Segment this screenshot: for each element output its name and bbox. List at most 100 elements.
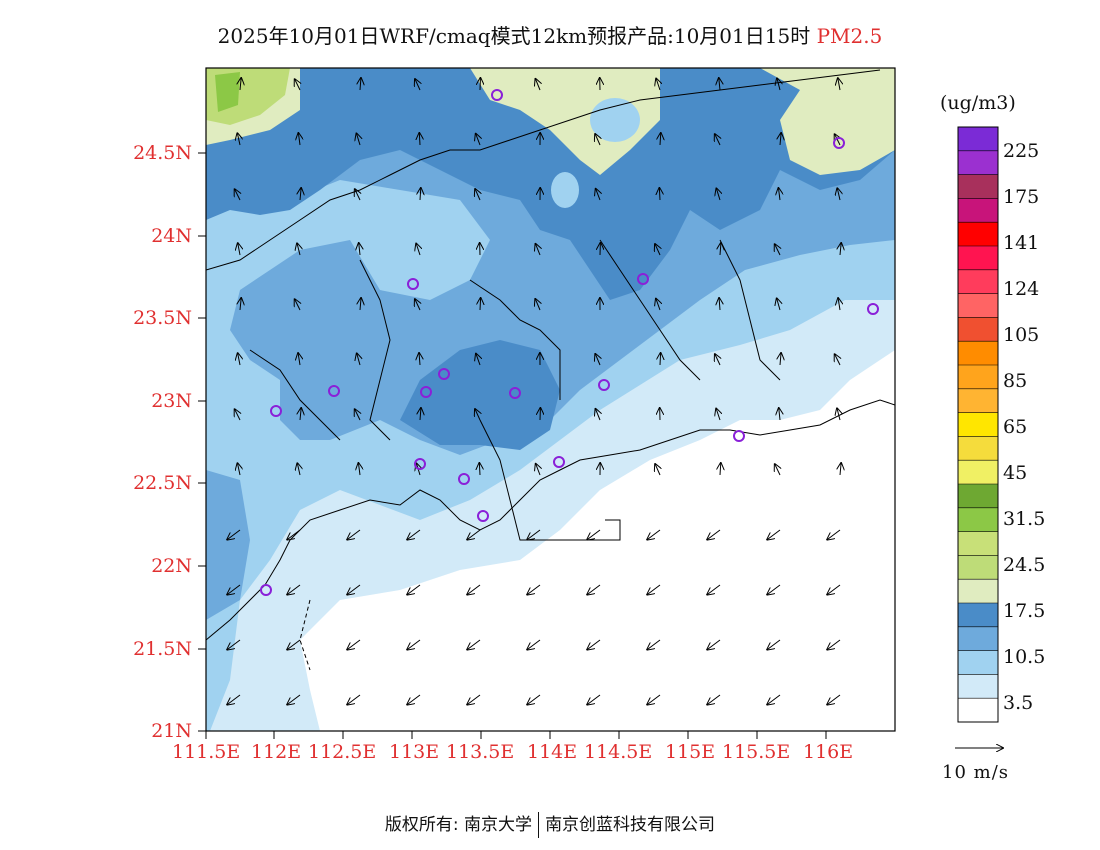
wind-arrow <box>347 584 361 595</box>
wind-arrow <box>707 694 721 705</box>
wind-arrow <box>778 188 780 201</box>
wind-arrow <box>527 694 541 705</box>
wind-arrow <box>360 78 361 91</box>
wind-arrow <box>535 79 540 91</box>
wind-arrow <box>655 244 660 256</box>
wind-arrow <box>227 694 241 705</box>
colorbar-swatch <box>958 293 998 318</box>
wind-arrow <box>719 298 720 311</box>
wind-arrow <box>655 464 660 476</box>
wind-arrow <box>535 299 540 311</box>
station-marker <box>598 379 610 391</box>
wind-arrow <box>837 188 840 201</box>
wind-arrow <box>827 639 841 650</box>
lat-label-23: 23N <box>151 390 192 412</box>
field-dark-blue <box>206 68 895 300</box>
wind-arrow <box>780 133 781 146</box>
wind-arrow <box>767 639 781 650</box>
field-pale-green-ne <box>760 68 895 175</box>
wind-arrow <box>235 189 240 201</box>
border-hk <box>479 419 621 541</box>
wind-arrow <box>295 79 300 91</box>
wind-arrow <box>647 529 661 540</box>
colorbar-swatch <box>958 531 998 556</box>
lon-label-113: 113E <box>389 741 440 763</box>
colorbar-label: 17.5 <box>1003 600 1046 622</box>
lon-label-115.5: 115.5E <box>722 741 791 763</box>
colorbar-unit: (ug/m3) <box>940 92 1016 114</box>
wind-arrow <box>467 584 481 595</box>
wind-arrow <box>587 584 601 595</box>
colorbar-label: 24.5 <box>1003 554 1046 576</box>
colorbar-swatch <box>958 626 998 652</box>
wind-arrow <box>840 463 841 476</box>
lat-label-22: 22N <box>151 555 192 577</box>
colorbar-swatch <box>958 317 998 342</box>
colorbar-label: 85 <box>1003 370 1028 392</box>
colorbar-label: 141 <box>1003 232 1040 254</box>
wind-arrow <box>838 78 840 91</box>
wind-arrow <box>297 243 300 256</box>
colorbar-label: 124 <box>1003 278 1040 300</box>
wind-arrow <box>295 299 300 311</box>
wind-arrow <box>827 529 841 540</box>
footer-separator <box>538 812 540 838</box>
wind-arrow <box>407 694 421 705</box>
wind-arrow <box>767 694 781 705</box>
wind-arrow <box>660 353 661 366</box>
wind-arrow <box>777 78 780 91</box>
monitoring-stations <box>260 89 879 596</box>
field-patch-2 <box>551 172 579 208</box>
colorbar-swatch <box>958 555 998 580</box>
lat-label-23.5: 23.5N <box>133 307 192 329</box>
wind-arrow <box>298 133 300 146</box>
colorbar-label: 65 <box>1003 416 1028 438</box>
footer-left: 版权所有: 南京大学 <box>384 815 533 835</box>
station-marker <box>420 386 432 398</box>
copyright-footer: 版权所有: 南京大学 南京创蓝科技有限公司 <box>0 810 1100 838</box>
coastlines <box>206 69 895 671</box>
wind-arrow <box>238 243 240 256</box>
colorbar-swatch <box>958 174 998 199</box>
colorbar-swatch <box>958 222 998 247</box>
wind-arrow <box>359 243 360 256</box>
station-marker <box>270 405 282 417</box>
wind-arrow <box>480 298 481 311</box>
axis-ticks <box>198 152 827 739</box>
station-marker <box>477 510 489 522</box>
wind-arrow <box>407 529 421 540</box>
lon-label-115: 115E <box>665 741 716 763</box>
colorbar-swatch <box>958 150 998 176</box>
lon-label-113.5: 113.5E <box>446 741 515 763</box>
border-5 <box>249 349 341 441</box>
wind-arrow <box>536 244 540 256</box>
station-marker <box>509 387 521 399</box>
colorbar-label: 10.5 <box>1003 646 1046 668</box>
station-marker <box>733 430 745 442</box>
wind-arrow <box>587 529 601 540</box>
wind-arrow <box>837 408 840 421</box>
lat-label-24: 24N <box>151 225 192 247</box>
wind-arrow <box>237 463 240 476</box>
station-marker <box>260 584 272 596</box>
wind-arrow <box>420 188 421 201</box>
wind-arrow <box>287 529 301 540</box>
wind-arrow <box>838 298 840 311</box>
wind-arrow <box>659 188 660 201</box>
wind-arrow <box>707 529 721 540</box>
wind-arrow <box>467 529 481 540</box>
wind-arrow <box>300 408 301 421</box>
wind-arrow <box>475 189 480 201</box>
wind-arrow <box>835 354 840 366</box>
colorbar-swatch <box>958 650 998 675</box>
wind-arrow <box>775 244 780 256</box>
colorbar-swatch <box>958 341 998 366</box>
wind-arrow <box>347 694 361 705</box>
border-3 <box>599 239 701 381</box>
wind-scale-label: 10 m/s <box>942 762 1009 783</box>
field-dark-blue-center <box>400 340 560 450</box>
wind-arrow <box>780 353 781 366</box>
wind-arrow <box>238 353 240 366</box>
colorbar-swatch <box>958 412 998 437</box>
wind-arrow <box>716 189 720 201</box>
